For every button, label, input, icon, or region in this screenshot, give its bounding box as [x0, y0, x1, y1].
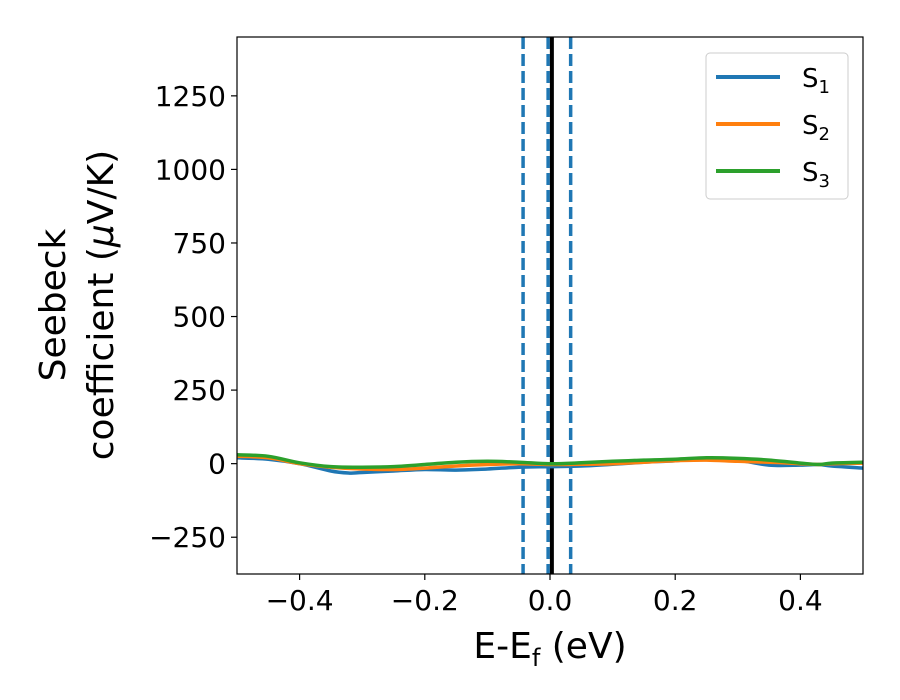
x-tick-label: 0.2 — [653, 584, 698, 617]
x-axis-ticks: −0.4 −0.2 0.0 0.2 0.4 — [266, 574, 823, 617]
series-line-s1 — [237, 456, 863, 475]
x-tick-label: 0.4 — [778, 584, 823, 617]
y-tick-label: −250 — [149, 521, 226, 554]
y-axis-ticks: −250 0 250 500 750 1000 1250 — [149, 80, 237, 554]
legend-label-s3: S3 — [802, 158, 830, 192]
x-axis-label: E-Ef (eV) — [473, 626, 626, 672]
y-axis-label-line1: Seebeck — [33, 228, 74, 381]
y-tick-label: 1250 — [155, 80, 226, 113]
reference-lines — [521, 37, 573, 574]
x-tick-label: −0.4 — [266, 584, 334, 617]
y-tick-label: 0 — [208, 448, 226, 481]
legend: S1 S2 S3 — [705, 52, 849, 200]
legend-label-s2: S2 — [802, 111, 830, 145]
series-line-s3 — [237, 453, 863, 469]
legend-label-s1: S1 — [802, 64, 830, 98]
y-tick-label: 500 — [173, 301, 226, 334]
y-axis-label-line2: coefficient (μV/K) — [81, 150, 122, 460]
y-axis-label: Seebeck coefficient (μV/K) — [33, 150, 122, 460]
y-tick-label: 750 — [173, 227, 226, 260]
x-tick-label: 0.0 — [528, 584, 573, 617]
y-tick-label: 1000 — [155, 153, 226, 186]
x-tick-label: −0.2 — [391, 584, 459, 617]
series-lines — [237, 453, 863, 475]
y-tick-label: 250 — [173, 374, 226, 407]
